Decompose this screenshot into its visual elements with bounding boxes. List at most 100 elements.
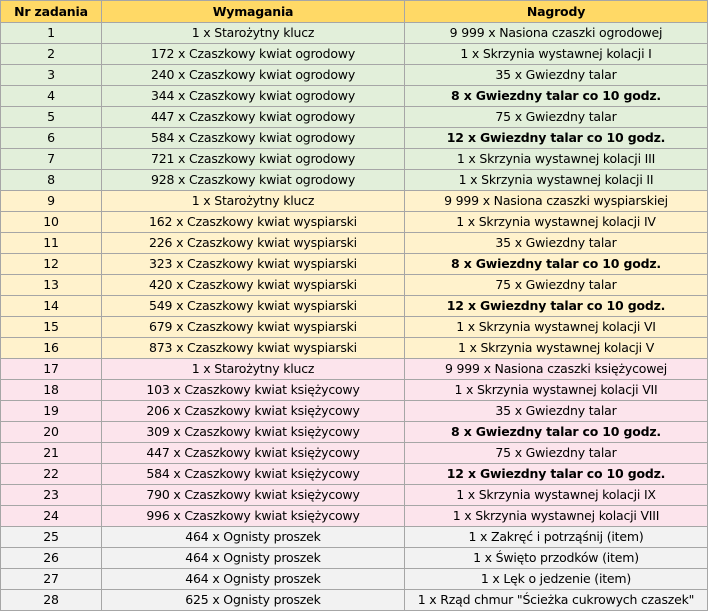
table-row: 18 103 x Czaszkowy kwiat księżycowy 1 x Sk… <box>0 379 708 401</box>
table-row: 16 873 x Czaszkowy kwiat wyspiarski 1 x Sk… <box>0 337 708 359</box>
table-row: 4 344 x Czaszkowy kwiat ogrodowy 8 x Gwiez… <box>0 85 708 107</box>
reward-cell: 1 x Skrzynia wystawnej kolacji III <box>404 148 708 170</box>
reward-cell: 35 x Gwiezdny talar <box>404 64 708 86</box>
reward-cell: 35 x Gwiezdny talar <box>404 400 708 422</box>
requirement-cell: 679 x Czaszkowy kwiat wyspiarski <box>101 316 405 338</box>
task-number-cell: 1 <box>0 22 102 44</box>
table-row: 13 420 x Czaszkowy kwiat wyspiarski 75 x G… <box>0 274 708 296</box>
requirement-cell: 1 x Starożytny klucz <box>101 22 405 44</box>
requirement-cell: 1 x Starożytny klucz <box>101 358 405 380</box>
reward-cell: 1 x Skrzynia wystawnej kolacji II <box>404 169 708 191</box>
table-row: 6 584 x Czaszkowy kwiat ogrodowy 12 x Gwie… <box>0 127 708 149</box>
table-row: 28 625 x Ognisty proszek 1 x Rząd chmur "Ś… <box>0 589 708 611</box>
requirement-cell: 549 x Czaszkowy kwiat wyspiarski <box>101 295 405 317</box>
requirement-cell: 790 x Czaszkowy kwiat księżycowy <box>101 484 405 506</box>
task-number-cell: 19 <box>0 400 102 422</box>
task-number-cell: 27 <box>0 568 102 590</box>
requirement-cell: 447 x Czaszkowy kwiat ogrodowy <box>101 106 405 128</box>
header-rewards: Nagrody <box>404 0 708 23</box>
task-number-cell: 16 <box>0 337 102 359</box>
requirement-cell: 323 x Czaszkowy kwiat wyspiarski <box>101 253 405 275</box>
requirement-cell: 584 x Czaszkowy kwiat ogrodowy <box>101 127 405 149</box>
requirement-cell: 721 x Czaszkowy kwiat ogrodowy <box>101 148 405 170</box>
reward-cell: 35 x Gwiezdny talar <box>404 232 708 254</box>
task-number-cell: 20 <box>0 421 102 443</box>
task-number-cell: 8 <box>0 169 102 191</box>
task-number-cell: 12 <box>0 253 102 275</box>
reward-cell: 1 x Lęk o jedzenie (item) <box>404 568 708 590</box>
header-row: Nr zadania Wymagania Nagrody <box>0 0 708 23</box>
table-row: 3 240 x Czaszkowy kwiat ogrodowy 35 x Gwie… <box>0 64 708 86</box>
reward-cell: 12 x Gwiezdny talar co 10 godz. <box>404 127 708 149</box>
task-number-cell: 21 <box>0 442 102 464</box>
task-number-cell: 3 <box>0 64 102 86</box>
table-row: 24 996 x Czaszkowy kwiat księżycowy 1 x Sk… <box>0 505 708 527</box>
requirement-cell: 309 x Czaszkowy kwiat księżycowy <box>101 421 405 443</box>
reward-cell: 1 x Skrzynia wystawnej kolacji IV <box>404 211 708 233</box>
task-number-cell: 2 <box>0 43 102 65</box>
reward-cell: 9 999 x Nasiona czaszki księżycowej <box>404 358 708 380</box>
table-row: 5 447 x Czaszkowy kwiat ogrodowy 75 x Gwie… <box>0 106 708 128</box>
task-number-cell: 17 <box>0 358 102 380</box>
task-number-cell: 22 <box>0 463 102 485</box>
requirement-cell: 625 x Ognisty proszek <box>101 589 405 611</box>
reward-cell: 8 x Gwiezdny talar co 10 godz. <box>404 253 708 275</box>
requirement-cell: 996 x Czaszkowy kwiat księżycowy <box>101 505 405 527</box>
task-number-cell: 15 <box>0 316 102 338</box>
table-row: 26 464 x Ognisty proszek 1 x Święto przodk… <box>0 547 708 569</box>
reward-cell: 1 x Skrzynia wystawnej kolacji I <box>404 43 708 65</box>
table-row: 21 447 x Czaszkowy kwiat księżycowy 75 x G… <box>0 442 708 464</box>
requirement-cell: 172 x Czaszkowy kwiat ogrodowy <box>101 43 405 65</box>
table-row: 11 226 x Czaszkowy kwiat wyspiarski 35 x G… <box>0 232 708 254</box>
requirement-cell: 464 x Ognisty proszek <box>101 526 405 548</box>
reward-cell: 8 x Gwiezdny talar co 10 godz. <box>404 85 708 107</box>
table-row: 17 1 x Starożytny klucz 9 999 x Nasiona cz… <box>0 358 708 380</box>
task-number-cell: 4 <box>0 85 102 107</box>
reward-cell: 12 x Gwiezdny talar co 10 godz. <box>404 295 708 317</box>
task-number-cell: 24 <box>0 505 102 527</box>
table-row: 22 584 x Czaszkowy kwiat księżycowy 12 x G… <box>0 463 708 485</box>
requirement-cell: 873 x Czaszkowy kwiat wyspiarski <box>101 337 405 359</box>
table-row: 2 172 x Czaszkowy kwiat ogrodowy 1 x Skrzy… <box>0 43 708 65</box>
task-number-cell: 28 <box>0 589 102 611</box>
reward-cell: 1 x Skrzynia wystawnej kolacji VIII <box>404 505 708 527</box>
reward-cell: 9 999 x Nasiona czaszki ogrodowej <box>404 22 708 44</box>
reward-cell: 1 x Zakręć i potrząśnij (item) <box>404 526 708 548</box>
task-number-cell: 14 <box>0 295 102 317</box>
requirement-cell: 1 x Starożytny klucz <box>101 190 405 212</box>
reward-cell: 1 x Święto przodków (item) <box>404 547 708 569</box>
table-row: 23 790 x Czaszkowy kwiat księżycowy 1 x Sk… <box>0 484 708 506</box>
task-number-cell: 9 <box>0 190 102 212</box>
table-row: 7 721 x Czaszkowy kwiat ogrodowy 1 x Skrzy… <box>0 148 708 170</box>
requirement-cell: 420 x Czaszkowy kwiat wyspiarski <box>101 274 405 296</box>
task-number-cell: 23 <box>0 484 102 506</box>
table-row: 19 206 x Czaszkowy kwiat księżycowy 35 x G… <box>0 400 708 422</box>
table-row: 8 928 x Czaszkowy kwiat ogrodowy 1 x Skrzy… <box>0 169 708 191</box>
reward-cell: 75 x Gwiezdny talar <box>404 442 708 464</box>
task-number-cell: 7 <box>0 148 102 170</box>
reward-cell: 1 x Rząd chmur "Ścieżka cukrowych czasze… <box>404 589 708 611</box>
reward-cell: 1 x Skrzynia wystawnej kolacji IX <box>404 484 708 506</box>
table-row: 10 162 x Czaszkowy kwiat wyspiarski 1 x Sk… <box>0 211 708 233</box>
table-row: 27 464 x Ognisty proszek 1 x Lęk o jedzeni… <box>0 568 708 590</box>
requirement-cell: 206 x Czaszkowy kwiat księżycowy <box>101 400 405 422</box>
reward-cell: 75 x Gwiezdny talar <box>404 106 708 128</box>
requirement-cell: 447 x Czaszkowy kwiat księżycowy <box>101 442 405 464</box>
task-number-cell: 13 <box>0 274 102 296</box>
header-nr: Nr zadania <box>0 0 102 23</box>
reward-cell: 12 x Gwiezdny talar co 10 godz. <box>404 463 708 485</box>
reward-cell: 1 x Skrzynia wystawnej kolacji VII <box>404 379 708 401</box>
requirement-cell: 464 x Ognisty proszek <box>101 568 405 590</box>
reward-cell: 9 999 x Nasiona czaszki wyspiarskiej <box>404 190 708 212</box>
task-number-cell: 26 <box>0 547 102 569</box>
task-number-cell: 6 <box>0 127 102 149</box>
requirement-cell: 226 x Czaszkowy kwiat wyspiarski <box>101 232 405 254</box>
requirement-cell: 928 x Czaszkowy kwiat ogrodowy <box>101 169 405 191</box>
reward-cell: 1 x Skrzynia wystawnej kolacji V <box>404 337 708 359</box>
requirement-cell: 584 x Czaszkowy kwiat księżycowy <box>101 463 405 485</box>
requirement-cell: 103 x Czaszkowy kwiat księżycowy <box>101 379 405 401</box>
